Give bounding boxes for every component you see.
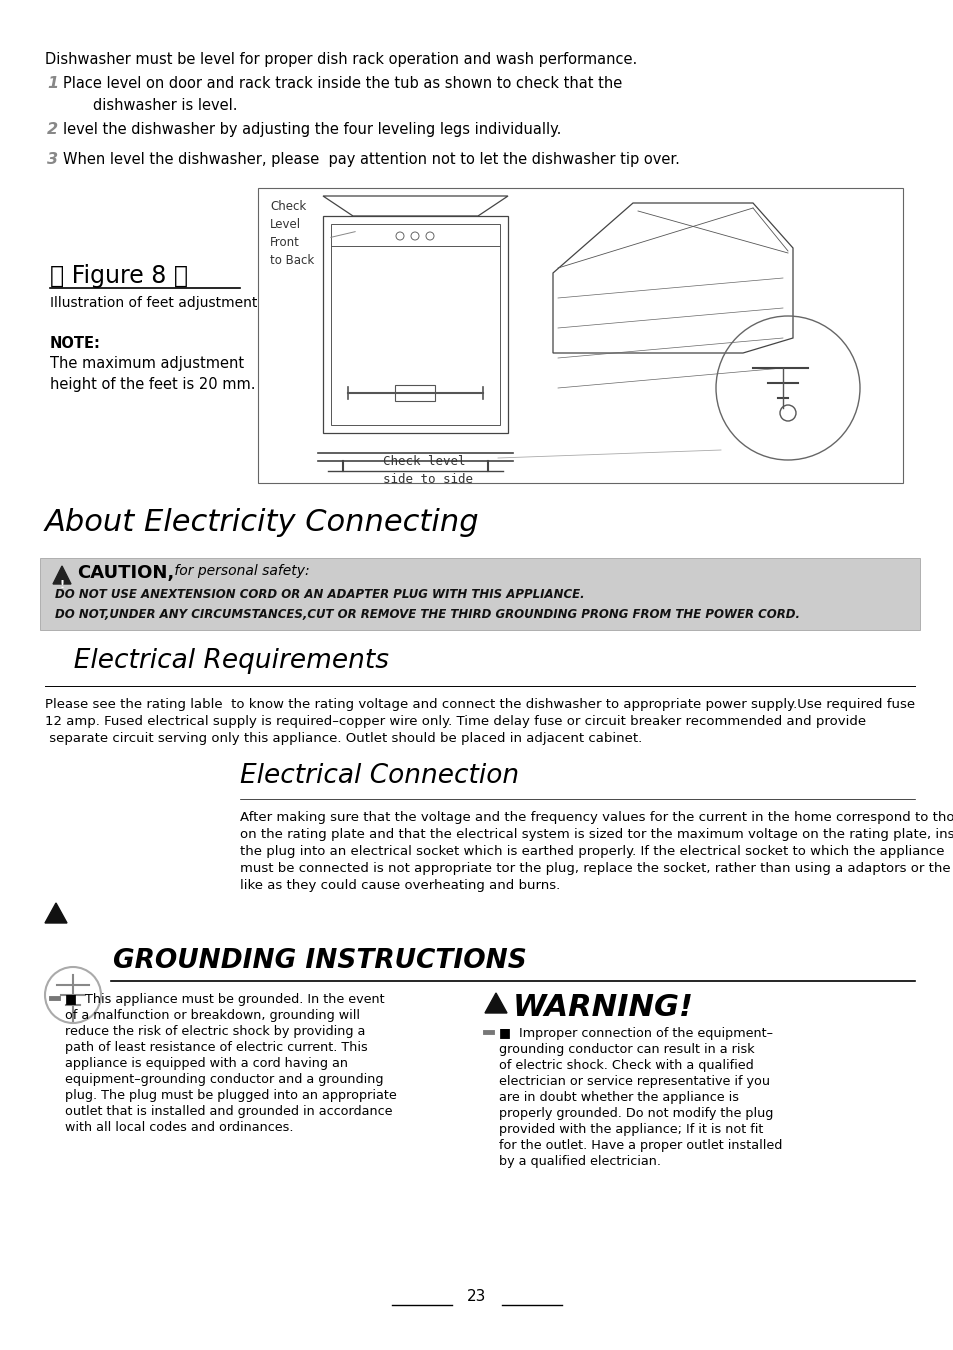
Text: are in doubt whether the appliance is: are in doubt whether the appliance is: [498, 1091, 739, 1104]
Text: the plug into an electrical socket which is earthed properly. If the electrical : the plug into an electrical socket which…: [240, 845, 943, 859]
Polygon shape: [45, 903, 67, 923]
Text: dishwasher is level.: dishwasher is level.: [92, 99, 237, 113]
Text: level the dishwasher by adjusting the four leveling legs individually.: level the dishwasher by adjusting the fo…: [63, 122, 560, 136]
Text: CAUTION,: CAUTION,: [77, 564, 174, 582]
Text: Please see the rating lable  to know the rating voltage and connect the dishwash: Please see the rating lable to know the …: [45, 698, 914, 711]
Bar: [395, 385, 435, 401]
Text: equipment–grounding conductor and a grounding: equipment–grounding conductor and a grou…: [65, 1073, 383, 1085]
Text: provided with the appliance; If it is not fit: provided with the appliance; If it is no…: [498, 1123, 762, 1135]
Text: Electrical Requirements: Electrical Requirements: [57, 648, 389, 674]
Text: 12 amp. Fused electrical supply is required–copper wire only. Time delay fuse or: 12 amp. Fused electrical supply is requi…: [45, 716, 865, 728]
Text: About Electricity Connecting: About Electricity Connecting: [45, 508, 479, 537]
Text: 【 Figure 8 】: 【 Figure 8 】: [50, 265, 188, 288]
Text: Check
Level
Front
to Back: Check Level Front to Back: [270, 200, 314, 267]
Text: for the outlet. Have a proper outlet installed: for the outlet. Have a proper outlet ins…: [498, 1139, 781, 1152]
Text: plug. The plug must be plugged into an appropriate: plug. The plug must be plugged into an a…: [65, 1089, 396, 1102]
Text: 2: 2: [47, 122, 58, 136]
Text: Dishwasher must be level for proper dish rack operation and wash performance.: Dishwasher must be level for proper dish…: [45, 53, 637, 68]
Text: electrician or service representative if you: electrician or service representative if…: [498, 1075, 769, 1088]
Text: Electrical Connection: Electrical Connection: [240, 763, 518, 788]
Text: !: !: [59, 580, 65, 590]
Text: reduce the risk of electric shock by providing a: reduce the risk of electric shock by pro…: [65, 1025, 365, 1038]
Text: on the rating plate and that the electrical system is sized tor the maximum volt: on the rating plate and that the electri…: [240, 828, 953, 841]
Text: like as they could cause overheating and burns.: like as they could cause overheating and…: [240, 879, 559, 892]
Text: properly grounded. Do not modify the plug: properly grounded. Do not modify the plu…: [498, 1107, 773, 1120]
Text: NOTE:: NOTE:: [50, 336, 101, 351]
Bar: [323, 216, 507, 433]
Text: of electric shock. Check with a qualified: of electric shock. Check with a qualifie…: [498, 1058, 753, 1072]
Text: appliance is equipped with a cord having an: appliance is equipped with a cord having…: [65, 1057, 348, 1071]
Text: WARNING!: WARNING!: [513, 994, 693, 1022]
Text: When level the dishwasher, please  pay attention not to let the dishwasher tip o: When level the dishwasher, please pay at…: [63, 153, 679, 167]
Text: of a malfunction or breakdown, grounding will: of a malfunction or breakdown, grounding…: [65, 1008, 359, 1022]
Text: 3: 3: [47, 153, 58, 167]
Text: for personal safety:: for personal safety:: [170, 564, 310, 578]
Text: ■  Improper connection of the equipment–: ■ Improper connection of the equipment–: [498, 1027, 772, 1040]
Text: with all local codes and ordinances.: with all local codes and ordinances.: [65, 1120, 294, 1134]
Text: outlet that is installed and grounded in accordance: outlet that is installed and grounded in…: [65, 1106, 392, 1118]
Bar: [40, 558, 919, 630]
Text: Place level on door and rack track inside the tub as shown to check that the: Place level on door and rack track insid…: [63, 76, 621, 90]
Text: must be connected is not appropriate tor the plug, replace the socket, rather th: must be connected is not appropriate tor…: [240, 863, 949, 875]
Text: 23: 23: [467, 1289, 486, 1304]
Text: 1: 1: [47, 76, 58, 90]
Polygon shape: [484, 994, 506, 1012]
Text: Check level
side to side: Check level side to side: [382, 455, 473, 486]
Text: by a qualified electrician.: by a qualified electrician.: [498, 1156, 660, 1168]
Bar: [257, 188, 902, 483]
Text: path of least resistance of electric current. This: path of least resistance of electric cur…: [65, 1041, 367, 1054]
Text: grounding conductor can result in a risk: grounding conductor can result in a risk: [498, 1044, 754, 1056]
Text: GROUNDING INSTRUCTIONS: GROUNDING INSTRUCTIONS: [112, 948, 526, 973]
Text: After making sure that the voltage and the frequency values for the current in t: After making sure that the voltage and t…: [240, 811, 953, 824]
Text: separate circuit serving only this appliance. Outlet should be placed in adjacen: separate circuit serving only this appli…: [45, 732, 641, 745]
Text: ■  This appliance must be grounded. In the event: ■ This appliance must be grounded. In th…: [65, 994, 384, 1006]
Text: DO NOT,UNDER ANY CIRCUMSTANCES,CUT OR REMOVE THE THIRD GROUNDING PRONG FROM THE : DO NOT,UNDER ANY CIRCUMSTANCES,CUT OR RE…: [55, 608, 800, 621]
Text: The maximum adjustment
height of the feet is 20 mm.: The maximum adjustment height of the fee…: [50, 356, 255, 392]
Polygon shape: [53, 566, 71, 585]
Text: Illustration of feet adjustment: Illustration of feet adjustment: [50, 296, 257, 310]
Text: DO NOT USE ANEXTENSION CORD OR AN ADAPTER PLUG WITH THIS APPLIANCE.: DO NOT USE ANEXTENSION CORD OR AN ADAPTE…: [55, 589, 584, 601]
Bar: [331, 224, 499, 425]
